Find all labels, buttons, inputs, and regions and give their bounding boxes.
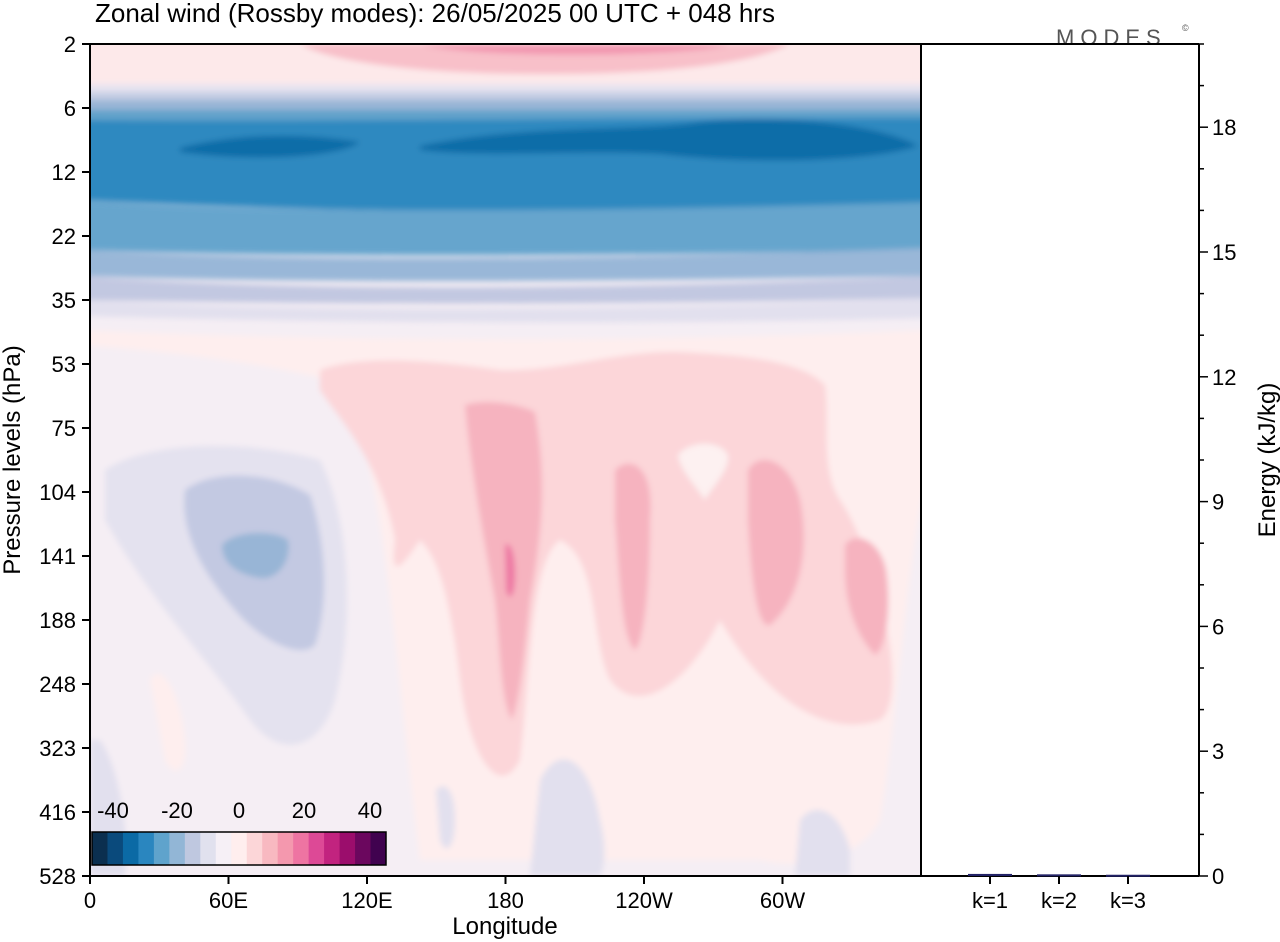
y-tick-label: 188 xyxy=(39,608,76,633)
energy-tick-group: 0 3 6 9 12 15 18 xyxy=(1199,43,1236,889)
colorbar-tick-label: 40 xyxy=(358,798,382,823)
energy-bar xyxy=(1106,874,1150,877)
colorbar-swatch xyxy=(122,832,139,865)
weak-westerly-gap xyxy=(678,443,729,500)
x-tick-label: 180 xyxy=(487,888,524,913)
colorbar-swatch xyxy=(153,832,170,865)
energy-tick-label: 15 xyxy=(1212,240,1236,265)
easterly-lower-flank-1 xyxy=(90,200,921,256)
x-tick-label: 60E xyxy=(209,888,248,913)
surface-easterly-right xyxy=(795,810,850,876)
x-tick-label: 120W xyxy=(615,888,673,913)
westerly-cell-140w xyxy=(615,463,651,650)
colorbar-swatch xyxy=(339,832,356,865)
stratopause-westerly-core xyxy=(420,44,730,55)
energy-category-label: k=3 xyxy=(1110,888,1146,913)
y-tick-label: 2 xyxy=(64,32,76,57)
easterly-lower-flank-2 xyxy=(90,248,921,282)
y-tick-label: 323 xyxy=(39,736,76,761)
x-axis: 0 60E 120E 180 120W 60W Longitude xyxy=(84,876,805,940)
colorbar-swatch xyxy=(169,832,186,865)
colorbar-swatch xyxy=(184,832,201,865)
westerly-envelope-mid xyxy=(320,351,893,776)
x-tick-label: 60W xyxy=(760,888,805,913)
colorbar-swatch xyxy=(231,832,248,865)
colorbar-swatches xyxy=(92,832,387,865)
y-tick-label: 22 xyxy=(52,224,76,249)
energy-tick-label: 0 xyxy=(1212,864,1224,889)
y-tick-label: 35 xyxy=(52,288,76,313)
energy-category-label: k=2 xyxy=(1041,888,1077,913)
colorbar-tick-label: -40 xyxy=(97,798,129,823)
colorbar-tick-label: -20 xyxy=(161,798,193,823)
modes-logo-mark: © xyxy=(1182,23,1189,33)
y-tick-label: 53 xyxy=(52,352,76,377)
surface-easterly-center xyxy=(530,759,605,876)
easterly-edge-3 xyxy=(90,100,921,112)
x-tick-group: 0 60E 120E 180 120W 60W xyxy=(84,876,805,913)
colorbar-swatch xyxy=(277,832,294,865)
energy-panel: 0 3 6 9 12 15 18 k=1 k=2 k=3 Energy (kJ/kg) xyxy=(968,43,1280,913)
colorbar-tick-label: 20 xyxy=(292,798,316,823)
easterly-cell-core xyxy=(222,533,289,579)
easterly-edge-2 xyxy=(90,92,921,102)
energy-tick-label: 3 xyxy=(1212,739,1224,764)
westerly-cell-60w xyxy=(748,460,804,626)
energy-tick-label: 12 xyxy=(1212,365,1236,390)
y-tick-label: 416 xyxy=(39,800,76,825)
westerly-cell-180-core xyxy=(505,544,516,597)
energy-tick-label: 9 xyxy=(1212,490,1224,515)
colorbar-frame xyxy=(91,831,387,866)
colorbar-swatch xyxy=(370,832,387,865)
colorbar-swatch xyxy=(246,832,263,865)
colorbar-swatch xyxy=(138,832,155,865)
easterly-lower-flank-4 xyxy=(90,298,921,323)
colorbar-swatch xyxy=(324,832,341,865)
x-tick-label: 0 xyxy=(84,888,96,913)
heatmap-field xyxy=(90,44,921,876)
y-tick-label: 75 xyxy=(52,416,76,441)
colorbar-swatch xyxy=(107,832,124,865)
colorbar-swatch xyxy=(262,832,279,865)
energy-tick-label: 6 xyxy=(1212,614,1224,639)
colorbar-swatch xyxy=(293,832,310,865)
x-tick-label: 120E xyxy=(341,888,392,913)
y-tick-label: 528 xyxy=(39,864,76,889)
easterly-lower-flank-3 xyxy=(90,276,921,304)
energy-bar xyxy=(1037,874,1081,877)
colorbar-tick-labels: -40 -20 0 20 40 xyxy=(97,798,382,823)
colorbar-swatch xyxy=(200,832,217,865)
energy-bar xyxy=(968,873,1012,876)
colorbar-swatch xyxy=(92,832,108,865)
colorbar: -40 -20 0 20 40 xyxy=(91,798,387,866)
colorbar-swatch xyxy=(215,832,232,865)
energy-category-label: k=1 xyxy=(972,888,1008,913)
westerly-cell-30w xyxy=(845,538,889,655)
y-axis-label: Pressure levels (hPa) xyxy=(0,345,26,574)
energy-tick-label: 18 xyxy=(1212,115,1236,140)
energy-axis-label: Energy (kJ/kg) xyxy=(1254,383,1280,538)
y-tick-label: 141 xyxy=(39,544,76,569)
energy-bar-group: k=1 k=2 k=3 xyxy=(968,873,1150,913)
x-axis-label: Longitude xyxy=(452,913,557,940)
surface-easterly-small xyxy=(436,786,455,849)
colorbar-tick-label: 0 xyxy=(233,798,245,823)
easterly-jet-core-west xyxy=(180,135,360,158)
colorbar-swatch xyxy=(308,832,325,865)
westerly-cell-180 xyxy=(465,402,542,720)
colorbar-swatch xyxy=(355,832,372,865)
y-tick-group: 2 6 12 22 35 53 75 104 141 188 248 323 416 528 xyxy=(39,32,90,889)
easterly-jet-core-east xyxy=(420,119,918,161)
y-tick-label: 12 xyxy=(52,160,76,185)
y-axis: 2 6 12 22 35 53 75 104 141 188 248 323 416 528 Pressu… xyxy=(0,32,90,889)
chart-title: Zonal wind (Rossby modes): 26/05/2025 00… xyxy=(95,0,775,28)
y-tick-label: 6 xyxy=(64,96,76,121)
y-tick-label: 248 xyxy=(39,672,76,697)
y-tick-label: 104 xyxy=(39,480,76,505)
lower-westerly-filament xyxy=(150,673,186,771)
modes-logo: MODES xyxy=(1056,25,1167,50)
